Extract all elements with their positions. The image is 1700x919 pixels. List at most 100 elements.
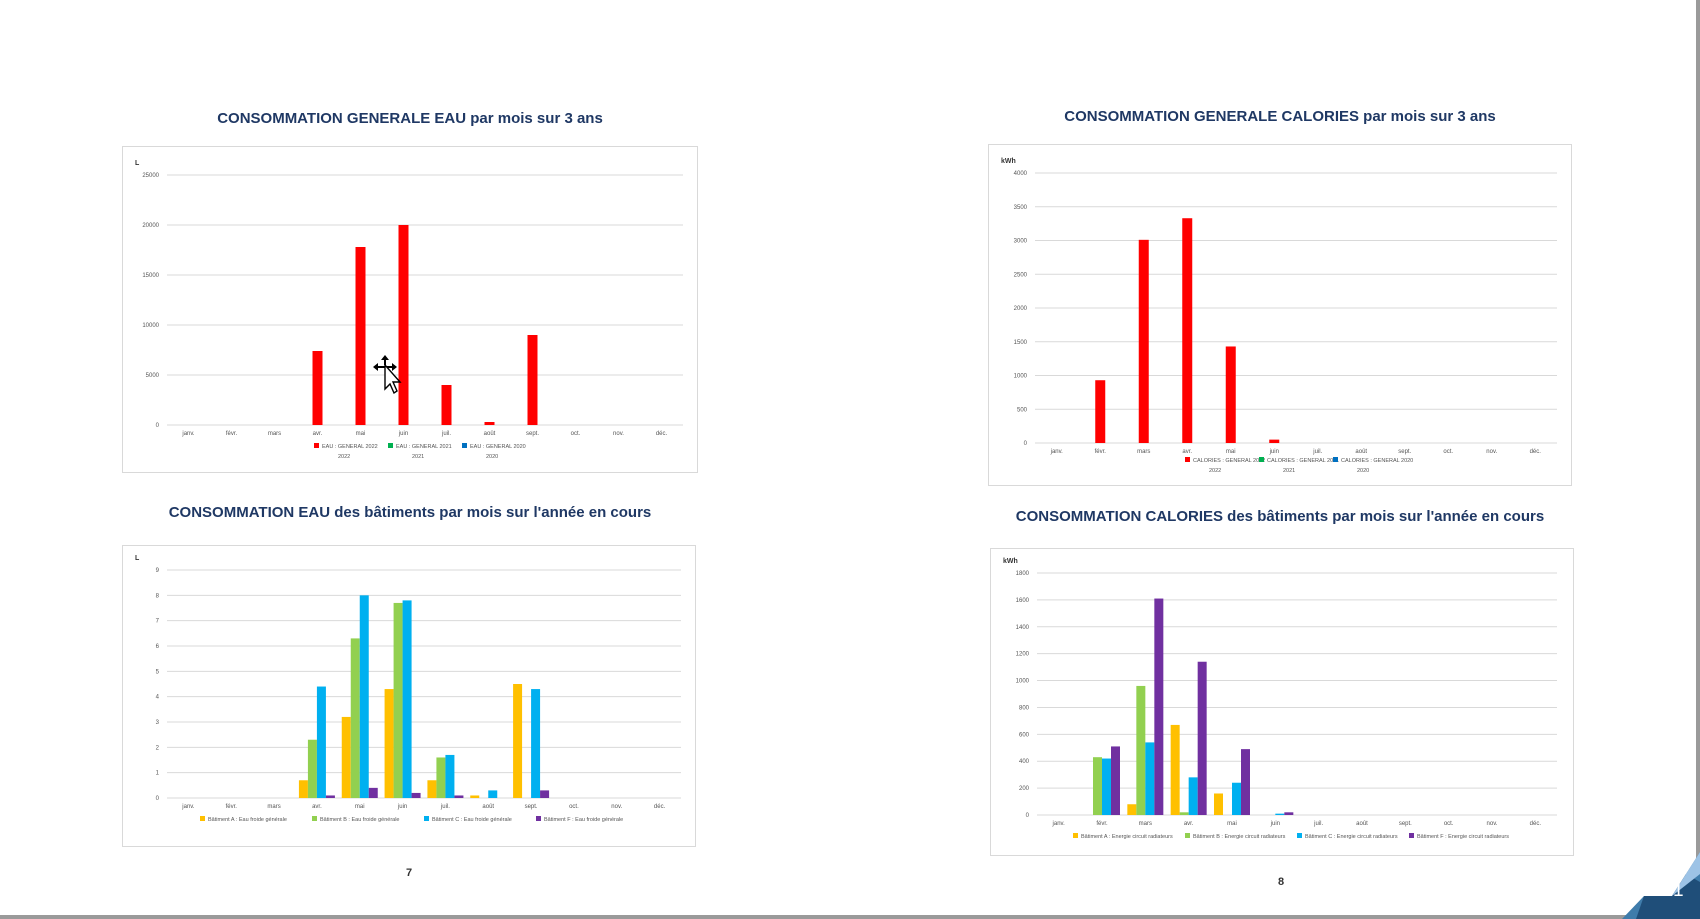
x-tick-label: août bbox=[1355, 449, 1367, 455]
y-tick-label: 15000 bbox=[142, 273, 159, 279]
bar bbox=[341, 716, 351, 798]
legend-label: Bâtiment C : Eau froide générale bbox=[432, 817, 512, 823]
legend-year: 2022 bbox=[1209, 468, 1221, 474]
bar bbox=[436, 757, 446, 798]
bar bbox=[325, 795, 335, 798]
bar bbox=[411, 792, 421, 798]
x-tick-label: sept. bbox=[1398, 449, 1411, 455]
slide-edge-right bbox=[1696, 0, 1700, 919]
bar bbox=[1095, 380, 1106, 443]
chart-water-buildings: L 0 1 2 3 4 5 6 7 8 9 janv. févr. mars avr. mai juin juil… bbox=[122, 545, 696, 847]
slide-number: 41 bbox=[1662, 880, 1684, 901]
y-tick-label: 3 bbox=[156, 720, 160, 726]
x-tick-label: févr. bbox=[226, 804, 238, 810]
x-tick-label: juil. bbox=[1312, 449, 1322, 455]
x-tick-label: janv. bbox=[1052, 821, 1066, 827]
bar bbox=[1093, 757, 1102, 815]
bar bbox=[384, 689, 394, 798]
bar bbox=[527, 335, 538, 425]
bar bbox=[484, 422, 495, 425]
y-tick-label: 6 bbox=[156, 644, 160, 650]
legend-label: CALORIES : GENERAL 2020 bbox=[1341, 458, 1413, 464]
legend-label: Bâtiment B : Energie circuit radiateurs bbox=[1193, 834, 1286, 840]
chart-title-calories-3y: CONSOMMATION GENERALE CALORIES par mois … bbox=[1064, 108, 1496, 125]
axis-unit-label: kWh bbox=[1001, 158, 1016, 165]
x-tick-label: juin bbox=[1270, 821, 1280, 827]
legend-label: Bâtiment A : Eau froide générale bbox=[208, 817, 287, 823]
legend-swatch bbox=[1185, 833, 1190, 838]
x-tick-label: juin bbox=[1269, 449, 1279, 455]
x-tick-label: mai bbox=[356, 431, 366, 437]
bar bbox=[454, 795, 464, 798]
y-tick-label: 400 bbox=[1019, 759, 1030, 765]
x-tick-label: juil. bbox=[440, 804, 450, 810]
x-tick-label: juil. bbox=[441, 431, 451, 437]
chart-title-water-3y: CONSOMMATION GENERALE EAU par mois sur 3… bbox=[217, 110, 603, 127]
legend-swatch bbox=[314, 443, 319, 448]
x-tick-label: oct. bbox=[571, 431, 581, 437]
chart-svg-calories-3y: kWh 0 500 1000 1500 2000 2500 3000 3500 4000 janv.… bbox=[1001, 158, 1557, 474]
y-tick-label: 8 bbox=[156, 593, 160, 599]
x-tick-label: févr. bbox=[1096, 821, 1108, 827]
x-tick-label: févr. bbox=[226, 431, 238, 437]
bar bbox=[1127, 804, 1137, 815]
x-tick-label: avr. bbox=[1184, 821, 1194, 827]
y-tick-label: 1500 bbox=[1014, 340, 1028, 346]
x-tick-label: oct. bbox=[1444, 821, 1454, 827]
legend-swatch bbox=[1185, 457, 1190, 462]
y-tick-label: 0 bbox=[1026, 813, 1030, 819]
y-tick-label: 600 bbox=[1019, 732, 1030, 738]
legend-swatch bbox=[200, 816, 205, 821]
chart-svg-water-buildings: L 0 1 2 3 4 5 6 7 8 9 janv. févr. mars avr. mai juin juil… bbox=[135, 555, 681, 823]
bar bbox=[398, 225, 409, 425]
bar bbox=[316, 686, 326, 798]
bar bbox=[1170, 724, 1180, 815]
legend-label: EAU : GENERAL 2022 bbox=[322, 444, 378, 450]
x-tick-label: oct. bbox=[1443, 449, 1453, 455]
legend-swatch bbox=[1259, 457, 1264, 462]
x-tick-label: mars bbox=[1137, 449, 1150, 455]
bar bbox=[402, 600, 412, 798]
y-tick-label: 3000 bbox=[1014, 239, 1028, 245]
legend-label: Bâtiment B : Eau froide générale bbox=[320, 817, 400, 823]
legend-year: 2022 bbox=[338, 454, 350, 460]
x-tick-label: août bbox=[482, 804, 494, 810]
bar bbox=[1275, 813, 1285, 815]
legend-swatch bbox=[424, 816, 429, 821]
bar bbox=[540, 790, 550, 798]
bar bbox=[1111, 746, 1120, 815]
chart-title-calories-buildings: CONSOMMATION CALORIES des bâtiments par … bbox=[1015, 508, 1545, 525]
x-tick-label: mai bbox=[1226, 449, 1236, 455]
bar bbox=[1138, 239, 1149, 443]
x-tick-label: nov. bbox=[1487, 821, 1498, 827]
x-tick-label: juin bbox=[397, 804, 407, 810]
chart-svg-water-3y: L 0 5000 10000 15000 20000 25000 janv. févr. mars… bbox=[135, 160, 683, 460]
slide-edge-bottom bbox=[0, 915, 1700, 919]
chart-calories-3y: kWh 0 500 1000 1500 2000 2500 3000 3500 4000 janv.… bbox=[988, 144, 1572, 486]
y-tick-label: 1000 bbox=[1016, 679, 1030, 685]
x-tick-label: janv. bbox=[181, 804, 195, 810]
legend-swatch bbox=[1409, 833, 1414, 838]
y-tick-label: 1000 bbox=[1014, 374, 1028, 380]
y-tick-label: 1 bbox=[156, 771, 160, 777]
bar bbox=[1241, 749, 1250, 815]
x-tick-label: nov. bbox=[611, 804, 622, 810]
y-tick-label: 200 bbox=[1019, 786, 1030, 792]
legend-swatch bbox=[312, 816, 317, 821]
y-tick-label: 4 bbox=[156, 695, 160, 701]
x-tick-label: avr. bbox=[1182, 449, 1192, 455]
bar bbox=[1214, 793, 1223, 815]
legend-swatch bbox=[536, 816, 541, 821]
bar bbox=[368, 787, 378, 798]
legend-label: Bâtiment A : Energie circuit radiateurs bbox=[1081, 834, 1173, 840]
axis-unit-label: kWh bbox=[1003, 558, 1018, 565]
move-cursor-icon bbox=[373, 355, 402, 395]
y-tick-label: 0 bbox=[156, 423, 160, 429]
bar bbox=[359, 595, 369, 798]
bar bbox=[1179, 812, 1189, 815]
x-tick-label: août bbox=[1356, 821, 1368, 827]
x-tick-label: sept. bbox=[525, 804, 538, 810]
bar bbox=[445, 754, 455, 798]
x-tick-label: oct. bbox=[569, 804, 579, 810]
y-tick-label: 1600 bbox=[1016, 598, 1030, 604]
